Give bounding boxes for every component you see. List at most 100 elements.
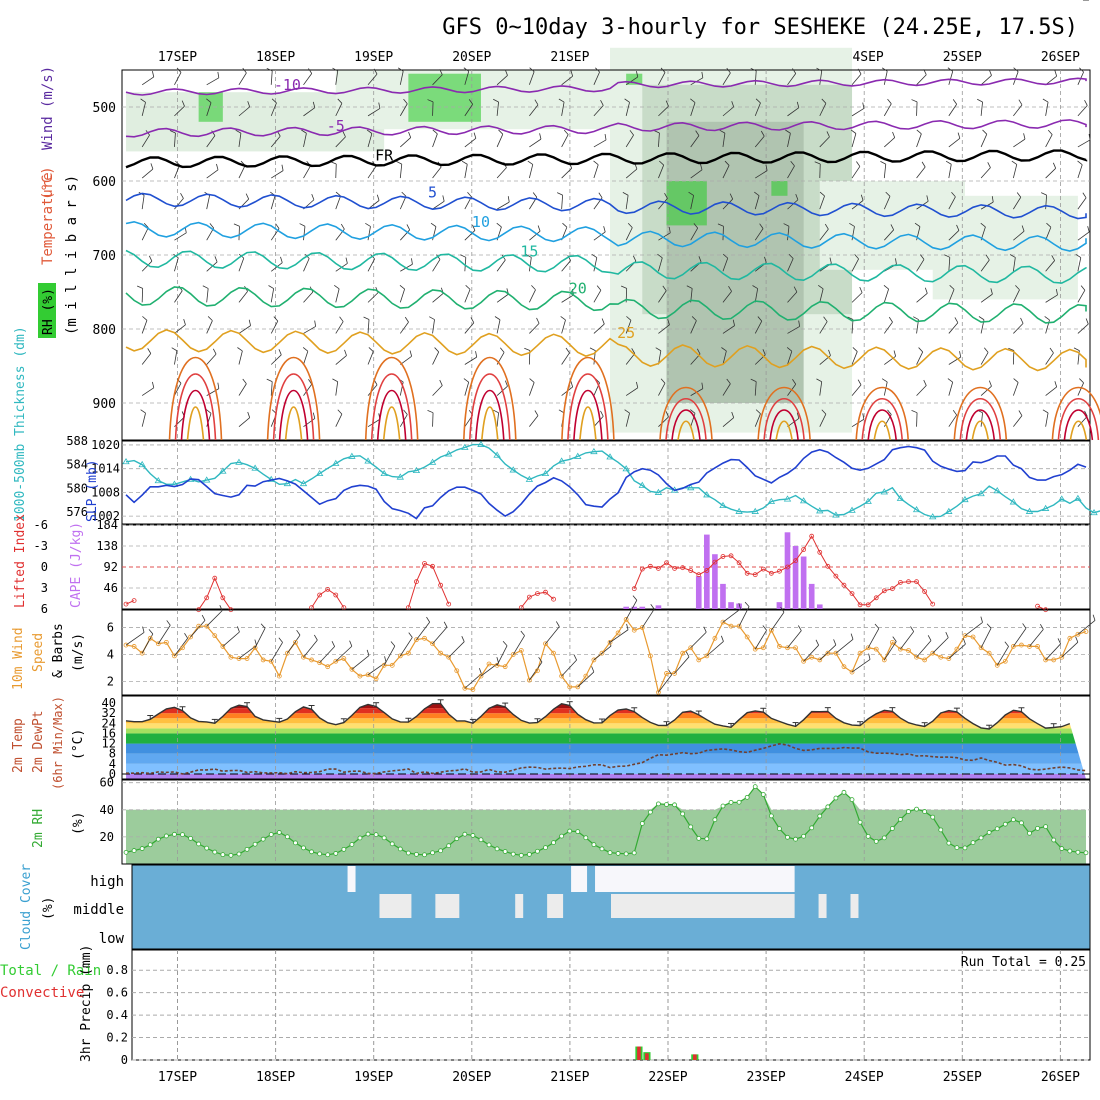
wind-barb-flag — [465, 285, 471, 290]
wind10m-marker — [922, 657, 928, 663]
wind-barb-shaft — [496, 259, 506, 272]
wind-barb-flag — [142, 626, 145, 633]
thickness-marker — [945, 507, 953, 514]
wind-barb-shaft — [432, 385, 443, 396]
wind-barb-flag — [349, 640, 353, 647]
wind-barb-shaft — [303, 107, 316, 117]
date-tick-label-bottom: 21SEP — [550, 1070, 589, 1085]
wind-barb-flag — [496, 656, 499, 663]
rh2m-marker — [430, 850, 435, 856]
wind10m-marker — [309, 657, 314, 663]
wind-barb-flag — [762, 625, 767, 631]
lifted-index-marker — [881, 588, 887, 594]
wind10m-marker — [954, 646, 960, 652]
wind-barb-shaft — [787, 351, 793, 365]
wind-barb-flag — [722, 253, 729, 259]
wind-barb-shaft — [206, 195, 211, 210]
lifted-index-marker — [833, 573, 839, 579]
wind-barb-shaft — [916, 259, 925, 272]
wind-barb-flag — [408, 632, 413, 638]
wind-barb-shaft — [883, 321, 893, 334]
wind-barb-shaft — [609, 629, 629, 643]
wind-barb-shaft — [819, 413, 827, 427]
wind10m-marker — [768, 627, 774, 633]
wind-barb-flag — [312, 101, 316, 108]
wind-barb-shaft — [141, 260, 153, 272]
wind-barb-flag — [1015, 285, 1020, 291]
surface-isotherm — [364, 356, 419, 441]
wind-barb-shaft — [948, 230, 960, 241]
wind10m-marker — [672, 671, 677, 676]
wind-barb-flag — [247, 411, 251, 418]
rh2m-marker — [881, 835, 887, 841]
lifted-index-marker — [430, 563, 435, 569]
wind10m-tick-label: 6 — [107, 621, 114, 635]
rh2m-marker — [793, 836, 798, 842]
wind-barb-flag — [1013, 378, 1019, 383]
rh2m-marker — [301, 845, 306, 851]
temp2m-panel-frame — [121, 695, 1091, 780]
wind-barb-shaft — [399, 321, 409, 334]
wind-barb-shaft — [335, 381, 339, 396]
wind-barb-flag — [760, 130, 765, 137]
lifted-index-marker — [809, 533, 815, 539]
wind-barb-shaft — [367, 73, 378, 86]
temperature-unit-label: (°C) — [40, 166, 56, 200]
wind10m-marker — [599, 650, 605, 656]
wind-barb-shaft — [303, 73, 313, 86]
date-tick-label-bottom: 18SEP — [256, 1070, 295, 1085]
lifted-index-marker — [930, 601, 936, 607]
temp-band — [126, 718, 1086, 724]
wind-barb-shaft — [1012, 257, 1016, 272]
wind-barb-flag — [956, 224, 960, 231]
wind-barb-shaft — [561, 195, 564, 210]
wind-barb-flag — [536, 317, 540, 324]
wind-barb-shaft — [545, 626, 560, 644]
surface-isotherm — [971, 420, 990, 441]
wind-barb-flag — [248, 319, 251, 326]
wind-barb-shaft — [141, 168, 154, 179]
date-tick-label-bottom: 20SEP — [452, 1070, 491, 1085]
wind-barb-shaft — [432, 166, 442, 179]
wind10m-marker — [252, 645, 258, 651]
wind-barb-flag — [983, 347, 989, 353]
wind-barb-flag — [988, 380, 992, 387]
rh2m-marker — [1010, 817, 1016, 823]
wind-barb-shaft — [496, 167, 507, 179]
wind-barb-shaft — [238, 291, 248, 303]
wind-barb-flag — [254, 639, 257, 646]
wind-barb-shaft — [1012, 382, 1019, 396]
wind-barb-shaft — [916, 385, 927, 396]
wind-barb-shaft — [916, 351, 924, 365]
wind-barb-flag — [888, 316, 893, 323]
cape-axis-label: CAPE (J/kg) — [69, 522, 84, 608]
wind-barb-flag — [183, 318, 186, 325]
wind-barb-shaft — [190, 620, 206, 638]
wind-barb-shaft — [625, 600, 638, 620]
rh2m-marker — [688, 824, 694, 830]
wind-barb-shaft — [399, 103, 408, 117]
wind-barb-flag — [1087, 226, 1090, 233]
wind10m-marker — [1035, 644, 1040, 649]
pressure-tick-label: 500 — [93, 101, 116, 116]
wind-barb-flag — [434, 347, 439, 353]
wind-barb-shaft — [464, 71, 470, 85]
wind-barb-shaft — [787, 291, 798, 303]
wind-barb-shaft — [722, 608, 741, 623]
wind10m-marker — [583, 673, 589, 679]
lifted-index-marker — [1035, 603, 1040, 609]
temp-band — [126, 733, 1086, 744]
surface-isotherm — [1051, 386, 1100, 441]
wind-barb-shaft — [787, 107, 800, 117]
rh-high-shade — [771, 181, 788, 196]
wind-barb-flag — [819, 191, 825, 197]
wind-barb-shaft — [851, 108, 865, 117]
wind10m-marker — [139, 650, 145, 656]
wind-barb-flag — [1052, 162, 1057, 169]
rh2m-marker — [906, 809, 911, 814]
rh2m-marker — [809, 825, 815, 831]
wind10m-marker — [978, 645, 984, 651]
wind10m-marker — [196, 623, 202, 629]
surface-isotherm — [382, 406, 401, 441]
rh2m-marker — [889, 826, 895, 831]
